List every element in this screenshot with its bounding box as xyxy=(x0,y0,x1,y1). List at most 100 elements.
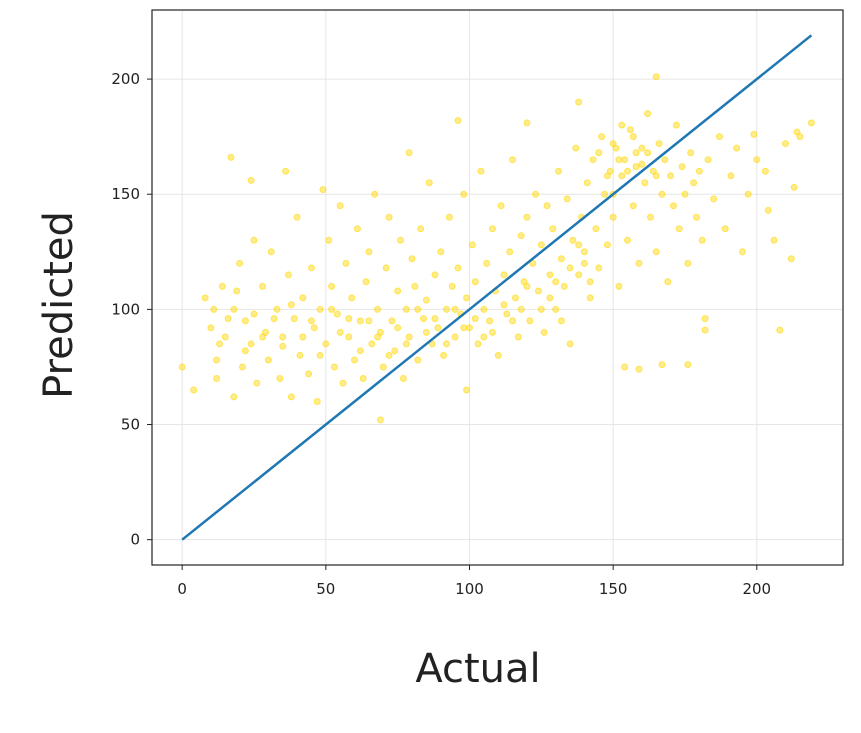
scatter-point xyxy=(601,190,609,198)
scatter-point xyxy=(646,213,654,221)
scatter-point xyxy=(744,190,752,198)
scatter-point xyxy=(738,248,746,256)
scatter-point xyxy=(580,248,588,256)
scatter-point xyxy=(675,225,683,233)
scatter-point xyxy=(445,213,453,221)
scatter-point xyxy=(497,202,505,210)
scatter-point xyxy=(440,351,448,359)
scatter-point xyxy=(534,287,542,295)
scatter-point xyxy=(391,347,399,355)
scatter-point xyxy=(509,317,517,325)
scatter-point xyxy=(405,149,413,157)
scatter-point xyxy=(569,236,577,244)
scatter-point xyxy=(704,156,712,164)
scatter-point xyxy=(451,305,459,313)
scatter-point xyxy=(701,315,709,323)
scatter-point xyxy=(626,126,634,134)
scatter-point xyxy=(468,241,476,249)
scatter-point xyxy=(549,225,557,233)
scatter-point xyxy=(365,317,373,325)
scatter-point xyxy=(250,310,258,318)
scatter-point xyxy=(299,294,307,302)
scatter-point xyxy=(443,305,451,313)
scatter-point xyxy=(374,305,382,313)
scatter-point xyxy=(796,133,804,141)
scatter-point xyxy=(721,225,729,233)
scatter-point xyxy=(241,347,249,355)
scatter-point xyxy=(595,264,603,272)
scatter-point xyxy=(264,356,272,364)
scatter-point xyxy=(448,282,456,290)
scatter-point xyxy=(523,119,531,127)
scatter-point xyxy=(230,393,238,401)
scatter-point xyxy=(279,342,287,350)
scatter-point xyxy=(684,361,692,369)
x-axis-label: Actual xyxy=(415,646,540,692)
scatter-point xyxy=(586,278,594,286)
scatter-point xyxy=(353,225,361,233)
scatter-point xyxy=(575,241,583,249)
scatter-point xyxy=(787,255,795,263)
y-tick-label: 150 xyxy=(111,185,140,203)
scatter-point xyxy=(299,333,307,341)
scatter-point xyxy=(328,282,336,290)
scatter-point xyxy=(207,324,215,332)
scatter-point xyxy=(236,259,244,267)
scatter-point xyxy=(388,317,396,325)
scatter-point xyxy=(408,255,416,263)
scatter-point xyxy=(563,195,571,203)
scatter-point xyxy=(546,271,554,279)
scatter-point xyxy=(698,236,706,244)
scatter-point xyxy=(681,190,689,198)
scatter-point xyxy=(537,305,545,313)
scatter-point xyxy=(325,236,333,244)
scatter-point xyxy=(523,213,531,221)
scatter-point xyxy=(402,340,410,348)
scatter-point xyxy=(190,386,198,394)
scatter-point xyxy=(655,140,663,148)
scatter-point xyxy=(583,179,591,187)
scatter-point xyxy=(710,195,718,203)
scatter-point xyxy=(664,278,672,286)
scatter-point xyxy=(218,282,226,290)
scatter-point xyxy=(273,305,281,313)
scatter-point xyxy=(543,202,551,210)
scatter-point xyxy=(537,241,545,249)
scatter-point xyxy=(609,140,617,148)
scatter-point xyxy=(428,340,436,348)
scatter-point xyxy=(555,167,563,175)
scatter-point xyxy=(307,264,315,272)
scatter-point xyxy=(506,248,514,256)
scatter-point xyxy=(385,213,393,221)
scatter-point xyxy=(494,351,502,359)
scatter-point xyxy=(362,278,370,286)
scatter-point xyxy=(417,225,425,233)
scatter-point xyxy=(776,326,784,334)
scatter-point xyxy=(603,241,611,249)
scatter-point xyxy=(546,294,554,302)
scatter-point xyxy=(213,374,221,382)
scatter-point xyxy=(345,333,353,341)
scatter-point xyxy=(310,324,318,332)
scatter-point xyxy=(652,73,660,81)
scatter-point xyxy=(690,179,698,187)
scatter-point xyxy=(511,294,519,302)
scatter-point xyxy=(336,202,344,210)
scatter-point xyxy=(635,365,643,373)
scatter-point xyxy=(316,305,324,313)
x-tick-label: 0 xyxy=(177,580,187,598)
scatter-point xyxy=(230,305,238,313)
scatter-point xyxy=(477,167,485,175)
scatter-point xyxy=(307,317,315,325)
scatter-point xyxy=(503,310,511,318)
scatter-point xyxy=(652,248,660,256)
points xyxy=(178,73,815,424)
scatter-point xyxy=(500,271,508,279)
scatter-point xyxy=(701,326,709,334)
scatter-point xyxy=(474,340,482,348)
scatter-point xyxy=(394,287,402,295)
scatter-point xyxy=(575,271,583,279)
scatter-point xyxy=(316,351,324,359)
scatter-point xyxy=(368,340,376,348)
scatter-point xyxy=(267,248,275,256)
